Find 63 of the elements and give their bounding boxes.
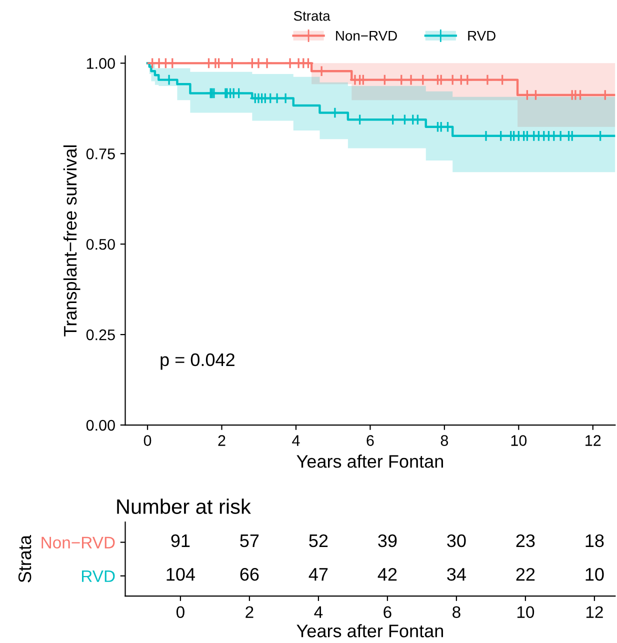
- x-tick-label: 2: [246, 606, 254, 618]
- y-tick-label: 0.50: [86, 238, 115, 250]
- x-tick-label: 0: [176, 606, 184, 618]
- data-label: 42: [378, 568, 397, 581]
- data-label: 57: [240, 534, 259, 548]
- y-tick-label: 0.25: [86, 329, 115, 340]
- y-axis-title: Transplant−free survival: [63, 145, 80, 336]
- x-tick-label: 4: [314, 606, 323, 618]
- x-tick-label: 12: [586, 435, 601, 446]
- point: [284, 57, 296, 69]
- annotation: p = 0.042: [160, 353, 234, 370]
- y-tick-label: 0.00: [86, 420, 115, 431]
- y-tick-label: 0.75: [86, 148, 115, 160]
- point: [329, 107, 341, 118]
- x-tick-label: 8: [452, 606, 460, 618]
- x-tick-label: 4: [292, 435, 300, 446]
- x-tick-label: 2: [218, 435, 226, 446]
- point: [482, 74, 494, 86]
- x-tick-label: 8: [440, 435, 448, 446]
- y-tick-label: RVD: [82, 570, 115, 582]
- legend-label: Non−RVD: [336, 31, 397, 41]
- point: [226, 57, 238, 69]
- x-tick-label: 6: [366, 435, 374, 446]
- point: [446, 74, 458, 86]
- data-label: 47: [308, 568, 328, 581]
- x-tick-label: 10: [511, 435, 527, 446]
- point: [378, 74, 390, 86]
- x-tick-label: 0: [144, 435, 152, 446]
- data-label: 52: [309, 534, 328, 548]
- x-axis-title: Years after Fontan: [296, 624, 443, 638]
- point: [496, 74, 508, 86]
- x-tick-label: 6: [384, 606, 392, 618]
- chart-title: Number at risk: [117, 498, 251, 514]
- point: [252, 57, 264, 69]
- legend-title: Strata: [294, 10, 330, 21]
- point: [405, 74, 417, 86]
- y-axis-title: Strata: [18, 535, 32, 582]
- y-tick-label: 1.00: [86, 58, 115, 69]
- point: [396, 74, 408, 86]
- data-label: 104: [166, 568, 195, 581]
- point: [166, 57, 178, 69]
- data-label: 18: [586, 534, 604, 548]
- x-tick-label: 12: [586, 606, 603, 618]
- data-label: 66: [240, 568, 259, 581]
- data-label: 34: [447, 568, 466, 581]
- point: [163, 74, 175, 86]
- point: [280, 92, 292, 104]
- legend-label: RVD: [468, 31, 496, 41]
- point: [261, 57, 273, 69]
- point: [213, 57, 225, 69]
- point: [462, 74, 474, 86]
- data-label: 30: [447, 534, 466, 548]
- point: [417, 74, 429, 86]
- data-label: 23: [516, 534, 535, 548]
- x-tick-label: 10: [517, 606, 534, 618]
- data-label: 22: [516, 568, 535, 581]
- data-label: 91: [171, 534, 190, 548]
- x-axis-title: Years after Fontan: [296, 454, 443, 468]
- point: [233, 87, 245, 99]
- point: [271, 92, 283, 104]
- y-tick-label: Non−RVD: [42, 536, 115, 548]
- data-label: 10: [586, 568, 604, 581]
- data-label: 39: [378, 534, 397, 548]
